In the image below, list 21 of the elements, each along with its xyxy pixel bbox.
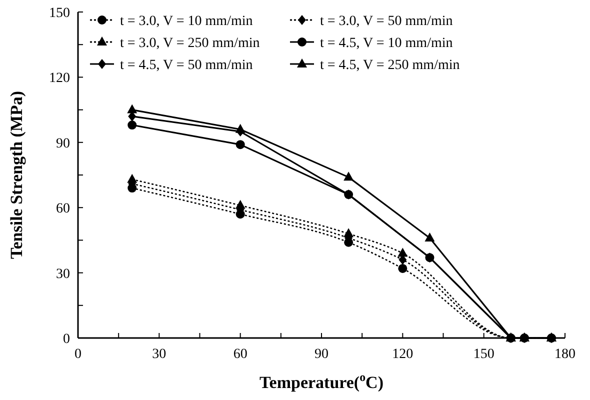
x-tick-label: 0 <box>74 347 82 362</box>
legend-label: t = 3.0, V = 50 mm/min <box>320 14 453 29</box>
x-tick-label: 120 <box>392 347 414 362</box>
y-tick-label: 30 <box>56 266 70 282</box>
legend-label: t = 3.0, V = 250 mm/min <box>120 36 260 51</box>
x-axis-title: Temperature($^{o}$C) <box>260 370 384 392</box>
y-tick-label: 120 <box>49 71 70 86</box>
x-tick-label: 150 <box>473 347 494 362</box>
y-tick-label: 0 <box>63 332 70 347</box>
legend-label: t = 4.5, V = 50 mm/min <box>120 58 253 73</box>
y-tick-label: 150 <box>49 6 70 21</box>
y-axis-title: Tensile Strength (MPa) <box>7 90 26 260</box>
x-tick-label: 90 <box>314 347 328 362</box>
legend-label: t = 4.5, V = 10 mm/min <box>320 36 453 51</box>
x-tick-label: 60 <box>233 347 248 362</box>
y-tick-label: 90 <box>56 136 70 152</box>
legend-label: t = 3.0, V = 10 mm/min <box>120 14 253 29</box>
legend-label: t = 4.5, V = 250 mm/min <box>320 58 460 73</box>
y-tick-label: 60 <box>56 202 70 217</box>
x-tick-label: 180 <box>554 347 576 362</box>
x-tick-label: 30 <box>152 347 166 362</box>
